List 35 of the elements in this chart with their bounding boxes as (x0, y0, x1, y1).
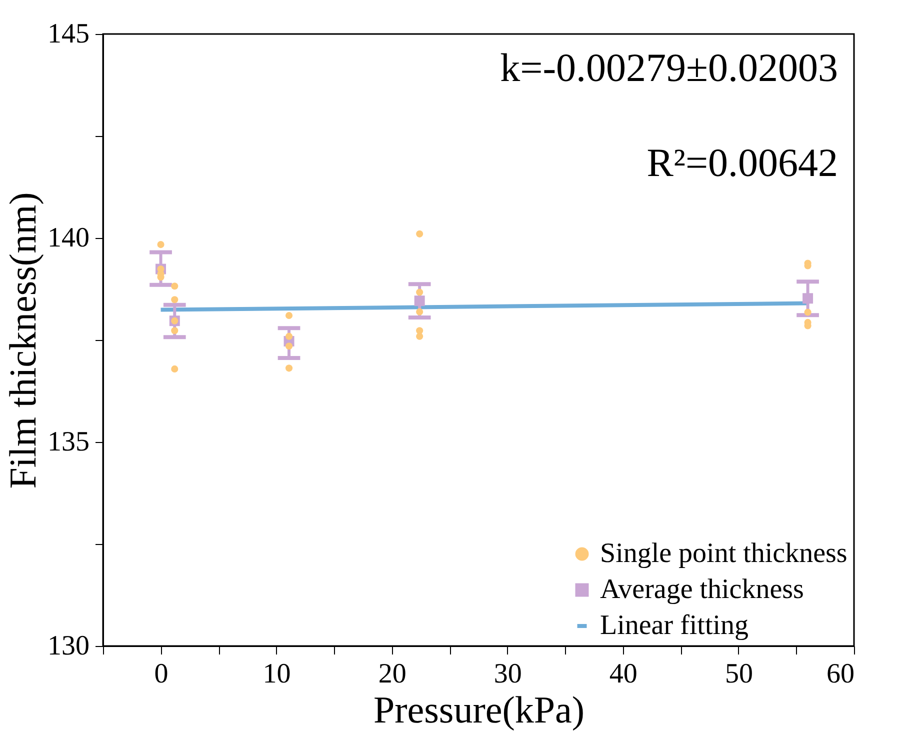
point (416, 288, 424, 296)
annotation: R²=0.00642 (646, 140, 838, 185)
point (416, 230, 424, 238)
point (285, 364, 293, 372)
y-tick-label: 135 (48, 426, 90, 458)
y-tick-label: 130 (48, 630, 90, 662)
x-tick-label: 0 (154, 658, 168, 690)
point (171, 327, 178, 334)
point (285, 332, 293, 340)
point (804, 308, 812, 316)
x-tick-label: 50 (724, 658, 753, 690)
point (416, 327, 424, 334)
x-axis-title: Pressure(kPa) (373, 690, 585, 732)
x-tick-label: 10 (262, 658, 291, 690)
legend-label: Linear fitting (600, 610, 749, 641)
point (171, 296, 178, 304)
x-tick-label: 20 (378, 658, 406, 690)
x-tick-label: 40 (609, 658, 638, 690)
y-tick-label: 140 (48, 222, 90, 254)
y-axis-title: Film thickness(nm) (2, 192, 44, 489)
point (171, 282, 178, 290)
point (157, 241, 164, 248)
point (171, 365, 178, 372)
x-tick-label: 30 (494, 658, 522, 690)
point (414, 296, 425, 306)
point (416, 308, 424, 316)
legend-label: Single point thickness (600, 538, 848, 569)
point (285, 342, 293, 350)
legend-label: Average thickness (600, 574, 804, 605)
point (802, 293, 814, 304)
annotation: k=-0.00279±0.02003 (500, 45, 838, 90)
x-tick-label: 60 (826, 658, 854, 690)
point (416, 332, 424, 340)
point (285, 312, 293, 320)
y-tick-label: 145 (48, 18, 90, 50)
